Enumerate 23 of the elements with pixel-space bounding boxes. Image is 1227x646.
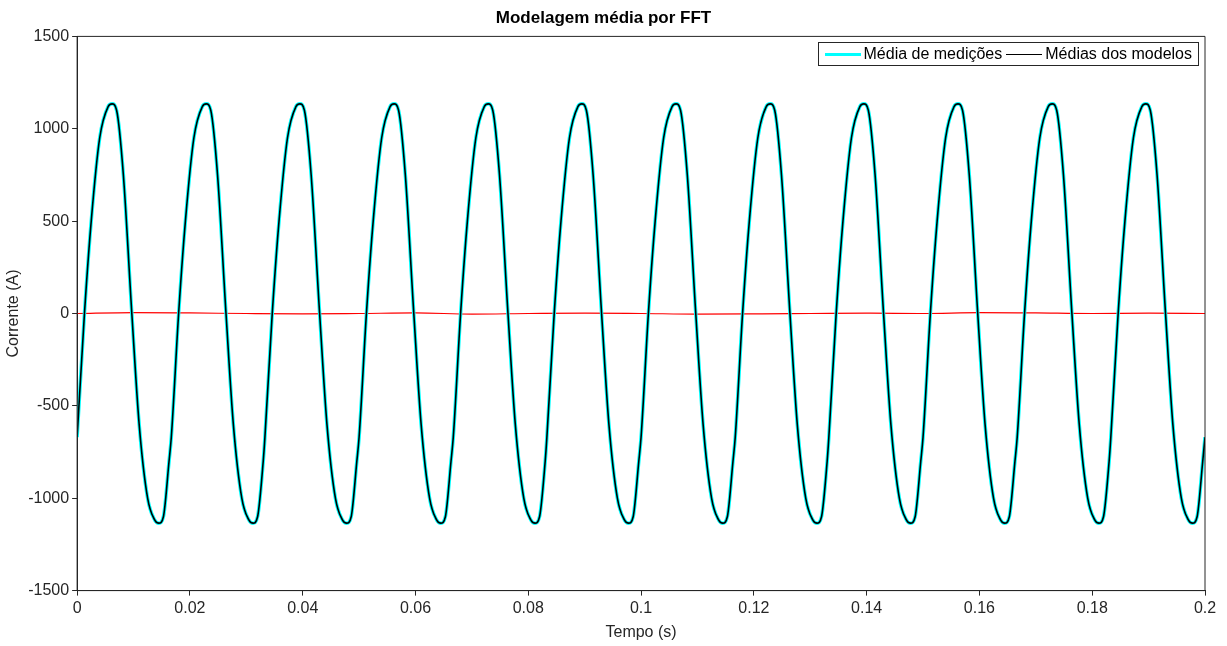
x-tick-label: 0 [72,598,82,616]
x-tick-label: 0.14 [851,598,883,616]
x-tick-label: 0.12 [738,598,770,616]
y-tick-label: 1000 [33,119,70,137]
y-tick-label: -1000 [28,488,70,506]
legend-label: Média de medições [863,45,1003,64]
x-tick-label: 0.2 [1193,598,1217,616]
x-tick-label: 0.04 [287,598,319,616]
y-tick-label: 0 [60,303,70,321]
x-axis-title: Tempo (s) [605,622,677,640]
y-tick-label: 500 [42,211,70,229]
x-tick-label: 0.1 [629,598,653,616]
chart-title: Modelagem média por FFT [495,7,712,27]
y-tick-label: 1500 [33,26,70,44]
x-tick-label: 0.18 [1076,598,1108,616]
x-tick-label: 0.02 [174,598,206,616]
y-axis-title: Corrente (A) [4,269,22,358]
y-tick-label: -1500 [28,581,70,599]
y-tick-label: -500 [37,396,70,414]
x-tick-label: 0.06 [399,598,432,616]
x-tick-label: 0.08 [512,598,544,616]
legend-label: Médias dos modelos [1045,45,1192,64]
x-tick-label: 0.16 [963,598,996,616]
